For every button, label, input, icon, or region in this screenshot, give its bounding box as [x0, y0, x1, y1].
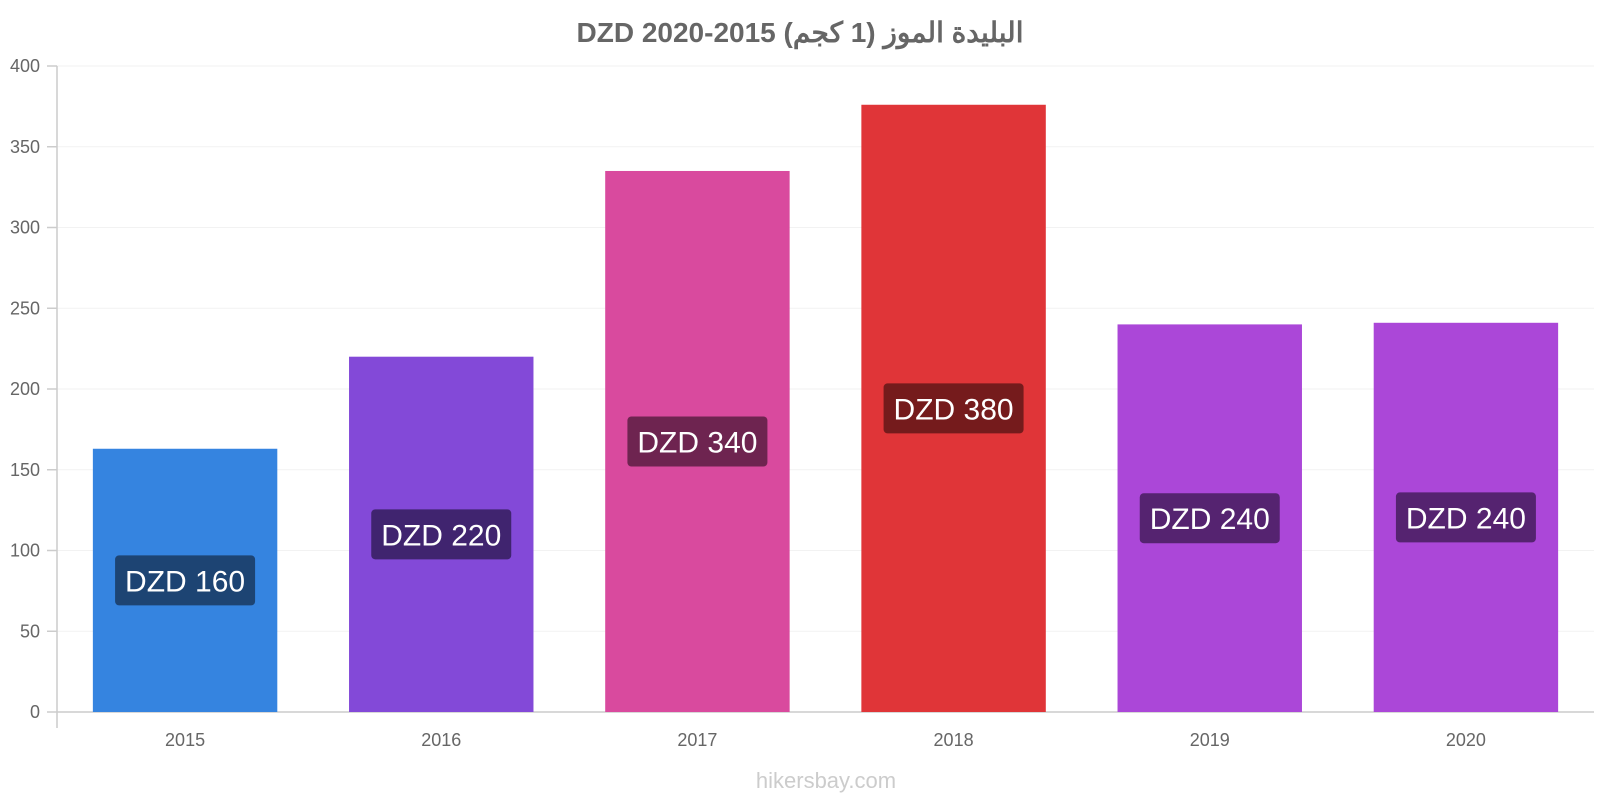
data-label-box	[627, 416, 768, 467]
gridlines	[57, 65, 1594, 632]
y-tick-label: 100	[10, 541, 40, 561]
y-axis-ticks: 0 50 100 150 200 250 300 350 400	[10, 56, 57, 722]
data-label: DZD 220	[381, 519, 501, 552]
x-tick-label: 2017	[677, 730, 717, 750]
watermark: hikersbay.com	[756, 768, 896, 793]
y-tick-label: 350	[10, 137, 40, 157]
x-tick-label: 2019	[1190, 730, 1230, 750]
y-tick-label: 0	[30, 702, 40, 722]
x-tick-label: 2016	[421, 730, 461, 750]
x-tick-label: 2020	[1446, 730, 1486, 750]
y-tick-label: 200	[10, 379, 40, 399]
data-label-box	[1139, 493, 1280, 544]
y-tick-label: 150	[10, 460, 40, 480]
data-label: DZD 240	[1150, 503, 1270, 536]
chart-title: البليدة الموز (1 كجم) 2015-2020 DZD	[577, 17, 1024, 50]
data-labels: DZD 160 DZD 220 DZD 340 DZD 380 DZD 240 DZD 2…	[115, 383, 1536, 606]
x-tick-label: 2018	[934, 730, 974, 750]
y-tick-label: 250	[10, 298, 40, 318]
data-label: DZD 240	[1406, 502, 1526, 535]
data-label-box	[115, 555, 256, 606]
data-label: DZD 340	[637, 426, 757, 459]
y-tick-label: 300	[10, 218, 40, 238]
bars	[92, 104, 1559, 713]
data-label-box	[1395, 492, 1536, 543]
data-label: DZD 160	[125, 565, 245, 598]
data-label-box	[371, 509, 512, 560]
data-label-box	[883, 383, 1024, 434]
x-tick-label: 2015	[165, 730, 205, 750]
x-axis-ticks: 2015 2016 2017 2018 2019 2020	[165, 730, 1486, 750]
data-label: DZD 380	[894, 393, 1014, 426]
y-tick-label: 50	[20, 621, 40, 641]
y-tick-label: 400	[10, 56, 40, 76]
